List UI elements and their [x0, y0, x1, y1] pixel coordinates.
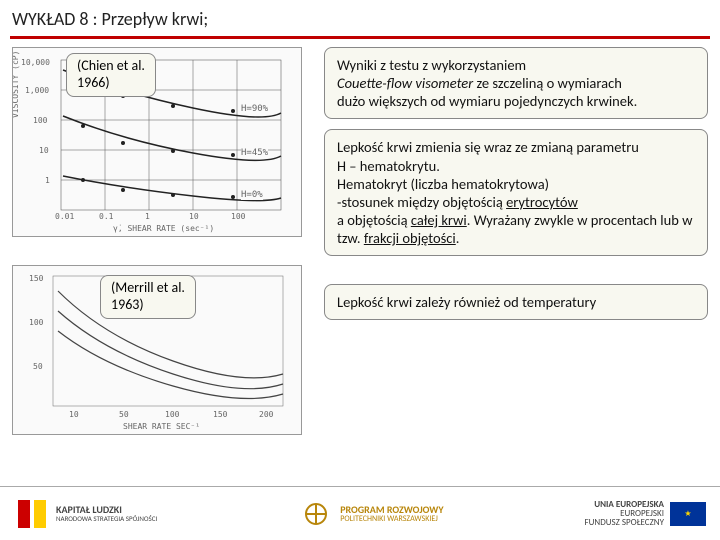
chart1-xtick-3: 10	[189, 212, 199, 221]
chart2-ytick-1: 100	[29, 318, 43, 327]
chart1-curve-h45: H=45%	[241, 148, 268, 158]
chart1-xlabel: γ̇, SHEAR RATE (sec⁻¹)	[113, 224, 214, 233]
citation2-author: (Merrill et al.	[111, 279, 185, 296]
chart1-ytick-1: 1,000	[25, 86, 49, 95]
logo-kapital-ludzki: KAPITAŁ LUDZKI NARODOWA STRATEGIA SPÓJNO…	[14, 496, 157, 532]
pr-l1: PROGRAM ROZWOJOWY	[340, 505, 443, 515]
chart1-curve-h90: H=90%	[241, 104, 268, 114]
tb2-l4d: frakcji objętości	[364, 229, 456, 247]
citation-merrill: (Merrill et al. 1963)	[100, 275, 196, 319]
chart2-xlabel: SHEAR RATE SEC⁻¹	[123, 422, 200, 431]
logo-program-rozwojowy: PROGRAM ROZWOJOWY POLITECHNIKI WARSZAWSK…	[298, 496, 443, 532]
chart2-xtick-2: 100	[165, 410, 179, 419]
chart1-xtick-0: 0.01	[55, 212, 74, 221]
tb2-l3c: erytrocytów	[506, 193, 578, 211]
pr-icon	[298, 496, 334, 532]
chart1-ytick-0: 10,000	[21, 58, 50, 67]
tb3-text: Lepkość krwi zależy również od temperatu…	[337, 293, 596, 311]
chart2-ytick-2: 50	[33, 362, 43, 371]
tb2-l2: H – hematokrytu.	[337, 157, 440, 175]
chart1-ylabel: VIS­COSITY (cP)	[12, 51, 20, 118]
chart2-xtick-4: 200	[259, 410, 273, 419]
chart2-xtick-3: 150	[213, 410, 227, 419]
tb2-l3a: Hematokryt (liczba hematokrytowa)	[337, 175, 549, 193]
content-area: 10,000 1,000 100 10 1 0.01 0.1 1 10 100 …	[0, 47, 720, 439]
chart1-svg	[13, 48, 302, 237]
tb2-l1: Lepkość krwi zmienia się wraz ze zmianą …	[337, 138, 639, 156]
chart1-ytick-3: 10	[39, 146, 49, 155]
chart2-ytick-0: 150	[29, 274, 43, 283]
chart1-ytick-4: 1	[45, 176, 50, 185]
tb2-l4b: całej krwi	[411, 211, 467, 229]
tb2-l3b: -stosunek między objętością	[337, 193, 506, 211]
tb1-l1: Wyniki z testu z wykorzystaniem	[337, 56, 526, 74]
footer-bar: KAPITAŁ LUDZKI NARODOWA STRATEGIA SPÓJNO…	[0, 486, 720, 540]
tb2-l4a: a objętością	[337, 211, 411, 229]
slide-title: WYKŁAD 8 : Przepływ krwi;	[0, 0, 720, 34]
chart1-xtick-4: 100	[231, 212, 245, 221]
tb2-l4e: .	[456, 229, 460, 247]
chart1-xtick-1: 0.1	[99, 212, 113, 221]
title-underline	[10, 36, 710, 39]
citation-chien: (Chien et al. 1966)	[66, 53, 156, 97]
citation1-author: (Chien et al.	[77, 57, 145, 74]
eu-flag-icon	[670, 502, 706, 526]
pr-l2: POLITECHNIKI WARSZAWSKIEJ	[340, 515, 443, 523]
chart2-xtick-0: 10	[69, 410, 79, 419]
tb1-l2-em: Couette-flow visometer	[337, 74, 473, 92]
textbox-hematokryt: Lepkość krwi zmienia się wraz ze zmianą …	[324, 129, 708, 256]
citation1-year: 1966)	[77, 74, 110, 91]
right-column: Wyniki z testu z wykorzystaniem Couette-…	[324, 47, 708, 439]
logo-unia-europejska: UNIA EUROPEJSKA EUROPEJSKI FUNDUSZ SPOŁE…	[584, 500, 706, 527]
tb1-l3: dużo większych od wymiaru pojedynczych k…	[337, 92, 637, 110]
textbox-couette: Wyniki z testu z wykorzystaniem Couette-…	[324, 47, 708, 119]
tb1-l2-rest: ze szczeliną o wymiarach	[473, 74, 622, 92]
chart1-curve-h0: H=0%	[241, 190, 263, 200]
chart-viscosity-shear: 10,000 1,000 100 10 1 0.01 0.1 1 10 100 …	[12, 47, 302, 237]
chart1-xtick-2: 1	[145, 212, 150, 221]
citation2-year: 1963)	[111, 296, 144, 313]
kl-sub: NARODOWA STRATEGIA SPÓJNOŚCI	[56, 515, 157, 522]
textbox-temperature: Lepkość krwi zależy również od temperatu…	[324, 284, 708, 320]
kl-icon	[14, 496, 50, 532]
chart2-xtick-1: 50	[119, 410, 129, 419]
eu-l3: FUNDUSZ SPOŁECZNY	[584, 518, 664, 527]
chart1-ytick-2: 100	[33, 116, 47, 125]
left-column: 10,000 1,000 100 10 1 0.01 0.1 1 10 100 …	[12, 47, 312, 439]
